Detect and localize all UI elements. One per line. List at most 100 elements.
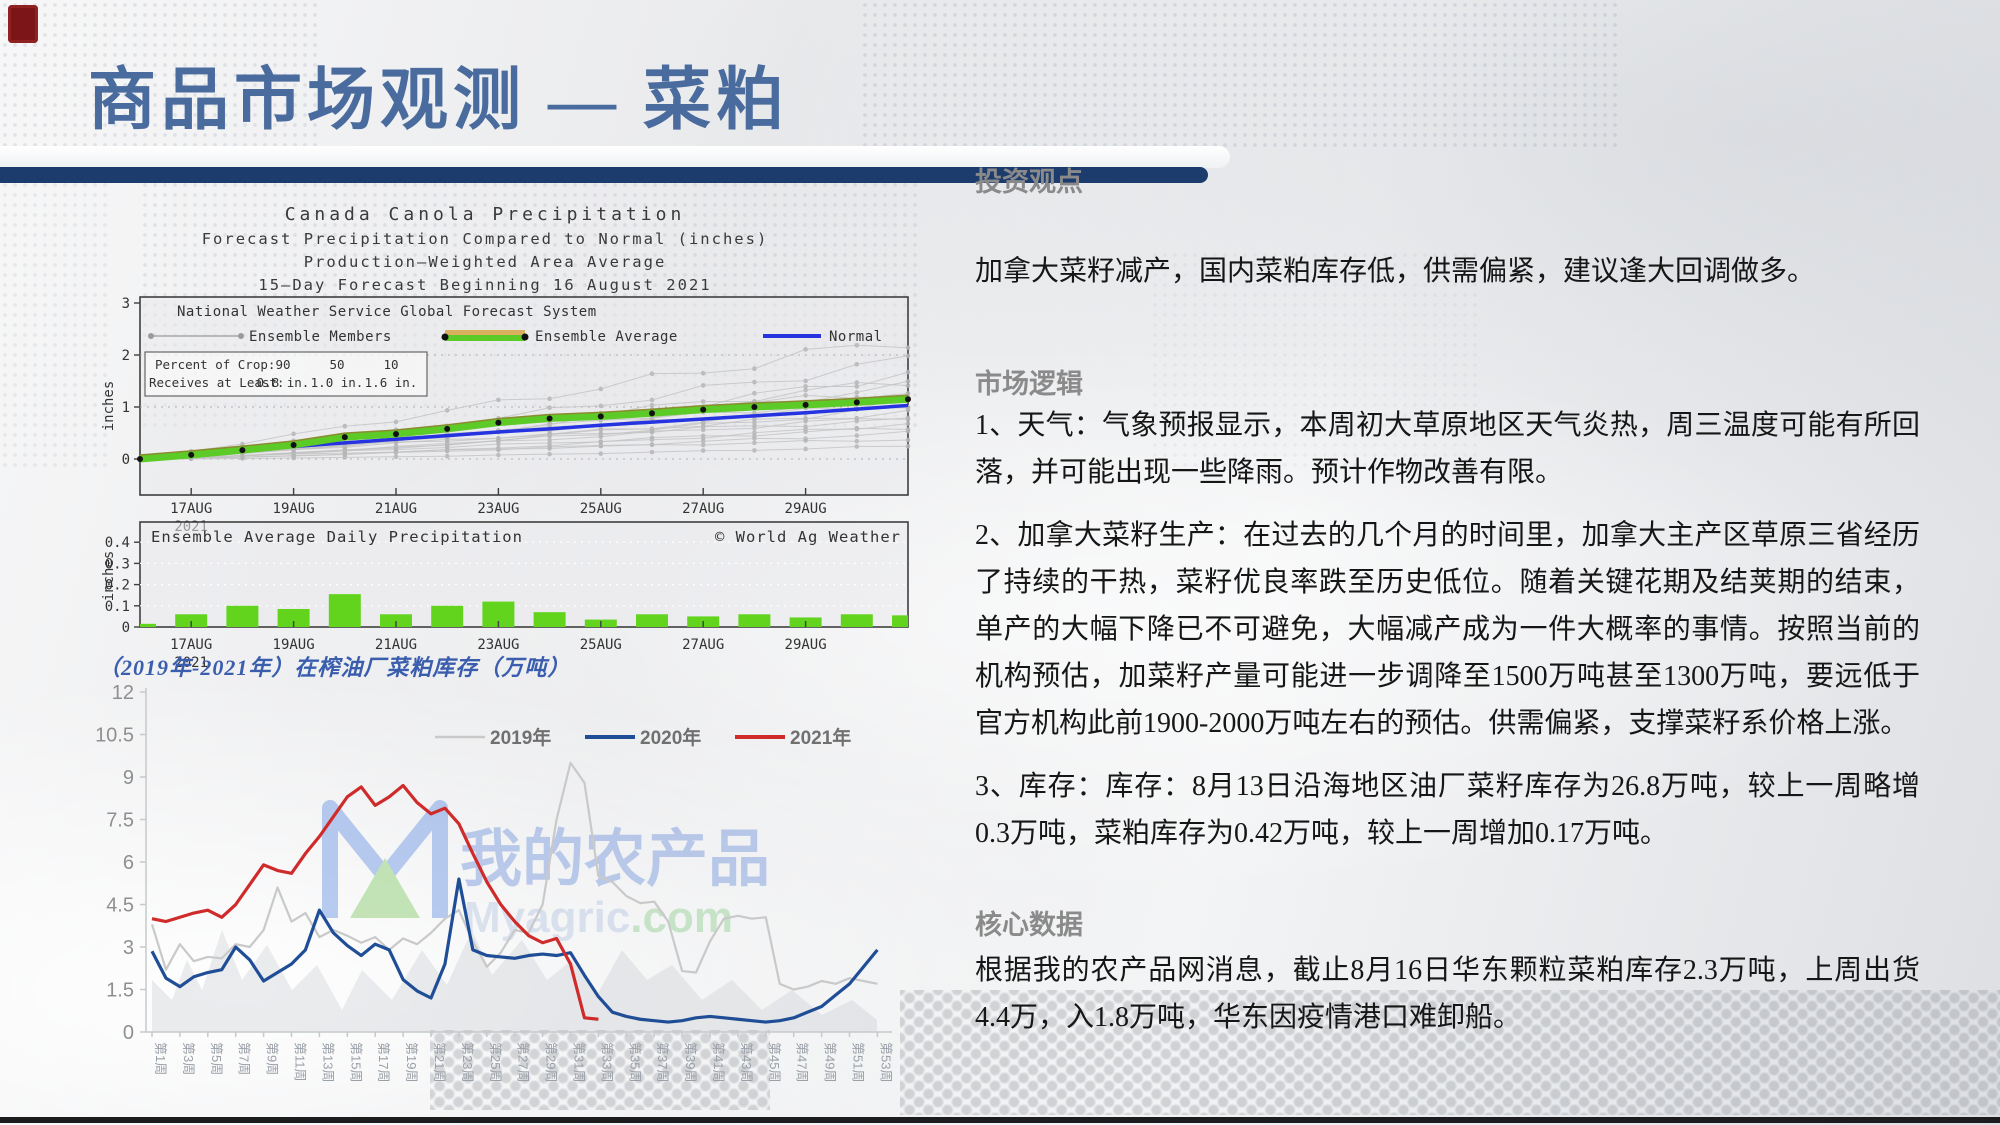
svg-text:1.6 in.: 1.6 in. bbox=[365, 375, 418, 390]
hex-dots-bottom-right bbox=[900, 990, 2000, 1115]
svg-text:第27周: 第27周 bbox=[516, 1042, 531, 1082]
svg-text:0: 0 bbox=[122, 452, 130, 468]
svg-text:29AUG: 29AUG bbox=[785, 501, 827, 517]
svg-text:Ensemble Average: Ensemble Average bbox=[535, 329, 678, 345]
svg-text:25AUG: 25AUG bbox=[580, 501, 622, 517]
svg-text:0.2: 0.2 bbox=[105, 578, 130, 594]
map-dots-mid-right bbox=[1150, 250, 1480, 470]
svg-text:第39周: 第39周 bbox=[683, 1042, 698, 1082]
svg-text:0.1: 0.1 bbox=[105, 599, 130, 615]
svg-text:National Weather Service Globa: National Weather Service Global Forecast… bbox=[177, 304, 597, 320]
svg-text:第15周: 第15周 bbox=[348, 1042, 363, 1082]
svg-text:27AUG: 27AUG bbox=[682, 501, 724, 517]
svg-text:9: 9 bbox=[123, 767, 134, 789]
svg-text:第17周: 第17周 bbox=[376, 1042, 391, 1082]
svg-text:第31周: 第31周 bbox=[572, 1042, 587, 1082]
svg-text:第1周: 第1周 bbox=[153, 1042, 168, 1075]
canola-precip-forecast-chart: 0 1 2 3 inches National Weather Service Globa… bbox=[101, 296, 911, 535]
svg-text:第33周: 第33周 bbox=[599, 1042, 614, 1082]
map-dots-top-right bbox=[860, 0, 1620, 150]
chart1-ylabel: inches bbox=[101, 381, 117, 432]
svg-text:0.4: 0.4 bbox=[105, 535, 130, 551]
map-dots-top-left bbox=[0, 0, 320, 170]
weather-chart-subtitle-2: Production—Weighted Area Average bbox=[303, 253, 667, 271]
svg-text:第19周: 第19周 bbox=[404, 1042, 419, 1082]
svg-text:2: 2 bbox=[122, 348, 130, 364]
svg-text:17AUG: 17AUG bbox=[170, 501, 212, 517]
svg-text:25AUG: 25AUG bbox=[580, 637, 622, 653]
series-2020年 bbox=[150, 877, 879, 1024]
svg-text:12: 12 bbox=[112, 682, 134, 704]
svg-text:第11周: 第11周 bbox=[293, 1042, 308, 1082]
svg-text:第25周: 第25周 bbox=[488, 1042, 503, 1082]
svg-text:第7周: 第7周 bbox=[237, 1042, 252, 1075]
svg-text:0: 0 bbox=[122, 620, 130, 636]
svg-text:29AUG: 29AUG bbox=[785, 637, 827, 653]
svg-text:7.5: 7.5 bbox=[106, 810, 134, 832]
chart2-ylabel: inches bbox=[101, 551, 117, 602]
page-title: 商品市场观测 — 菜粕 bbox=[88, 62, 790, 138]
svg-text:23AUG: 23AUG bbox=[477, 637, 519, 653]
logic-item-weather: 1、天气：气象预报显示，本周初大草原地区天气炎热，周三温度可能有所回落，并可能出… bbox=[975, 410, 1920, 488]
chart2-credit: © World Ag Weather bbox=[715, 528, 901, 546]
weather-chart-title: Canada Canola Precipitation bbox=[284, 204, 686, 225]
map-dots-left-edge bbox=[0, 170, 110, 470]
series-2019年 bbox=[150, 761, 878, 991]
header-accent-bar bbox=[0, 167, 1208, 183]
svg-text:2021年: 2021年 bbox=[790, 726, 851, 749]
svg-text:第13周: 第13周 bbox=[320, 1042, 335, 1082]
svg-text:Receives at Least:: Receives at Least: bbox=[149, 375, 284, 390]
svg-text:17AUG: 17AUG bbox=[170, 637, 212, 653]
logic-item-inventory: 3、库存：库存：8月13日沿海地区油厂菜籽库存为26.8万吨，较上一周略增0.3… bbox=[975, 771, 1920, 849]
svg-text:第37周: 第37周 bbox=[655, 1042, 670, 1082]
logic-body: 1、天气：气象预报显示，本周初大草原地区天气炎热，周三温度可能有所回落，并可能出… bbox=[975, 402, 1920, 873]
header-swoosh bbox=[0, 146, 1230, 168]
section-header-viewpoint: 投资观点 bbox=[975, 167, 1083, 197]
svg-text:第21周: 第21周 bbox=[432, 1042, 447, 1082]
core-data-body: 根据我的农产品网消息，截止8月16日华东颗粒菜粕库存2.3万吨，上周出货4.4万… bbox=[975, 955, 1920, 1033]
svg-text:3: 3 bbox=[122, 296, 130, 312]
section-header-core-data: 核心数据 bbox=[975, 910, 1083, 940]
weather-chart-subtitle-3: 15—Day Forecast Beginning 16 August 2021 bbox=[258, 276, 712, 294]
svg-text:第29周: 第29周 bbox=[544, 1042, 559, 1082]
corner-logo bbox=[8, 5, 38, 43]
svg-text:0.3: 0.3 bbox=[105, 556, 130, 572]
svg-text:我的农产品: 我的农产品 bbox=[460, 825, 770, 894]
logic-item-production: 2、加拿大菜籽生产：在过去的几个月的时间里，加拿大主产区草原三省经历了持续的干热… bbox=[975, 520, 1920, 739]
svg-text:第5周: 第5周 bbox=[209, 1042, 224, 1075]
series-2021年 bbox=[151, 783, 599, 1021]
svg-text:第43周: 第43周 bbox=[739, 1042, 754, 1082]
svg-text:19AUG: 19AUG bbox=[273, 501, 315, 517]
svg-text:21AUG: 21AUG bbox=[375, 501, 417, 517]
svg-text:1: 1 bbox=[122, 400, 130, 416]
weather-chart-titles: Canada Canola Precipitation Forecast Pre… bbox=[115, 202, 855, 297]
svg-text:27AUG: 27AUG bbox=[682, 637, 724, 653]
svg-text:第3周: 第3周 bbox=[181, 1042, 196, 1075]
svg-text:2020年: 2020年 bbox=[640, 726, 701, 749]
crop-percent-table: Percent of Crop: Receives at Least: 90 0.8 … bbox=[144, 351, 428, 397]
svg-text:0.8 in.: 0.8 in. bbox=[257, 375, 310, 390]
svg-text:21AUG: 21AUG bbox=[375, 637, 417, 653]
svg-text:1.5: 1.5 bbox=[106, 980, 134, 1002]
svg-text:1.0 in.: 1.0 in. bbox=[311, 375, 364, 390]
svg-text:第51周: 第51周 bbox=[851, 1042, 866, 1082]
svg-text:Myagric.com: Myagric.com bbox=[464, 893, 733, 942]
svg-text:6: 6 bbox=[123, 852, 134, 874]
inventory-chart-title: （2019年-2021年）在榨油厂菜粕库存（万吨） bbox=[98, 655, 571, 680]
bottom-accent-bar bbox=[0, 1117, 2000, 1123]
svg-text:Ensemble Members: Ensemble Members bbox=[249, 329, 392, 345]
svg-text:0: 0 bbox=[123, 1022, 134, 1044]
svg-text:第35周: 第35周 bbox=[627, 1042, 642, 1082]
svg-text:第47周: 第47周 bbox=[795, 1042, 810, 1082]
chart2-title: Ensemble Average Daily Precipitation bbox=[151, 528, 523, 546]
chart1-legend: National Weather Service Global Forecast… bbox=[148, 304, 882, 345]
background-silhouette bbox=[152, 930, 877, 1032]
svg-text:10.5: 10.5 bbox=[95, 725, 134, 747]
svg-text:23AUG: 23AUG bbox=[477, 501, 519, 517]
svg-text:第45周: 第45周 bbox=[767, 1042, 782, 1082]
section-header-logic: 市场逻辑 bbox=[975, 369, 1083, 399]
viewpoint-body: 加拿大菜籽减产，国内菜粕库存低，供需偏紧，建议逢大回调做多。 bbox=[975, 256, 1816, 287]
